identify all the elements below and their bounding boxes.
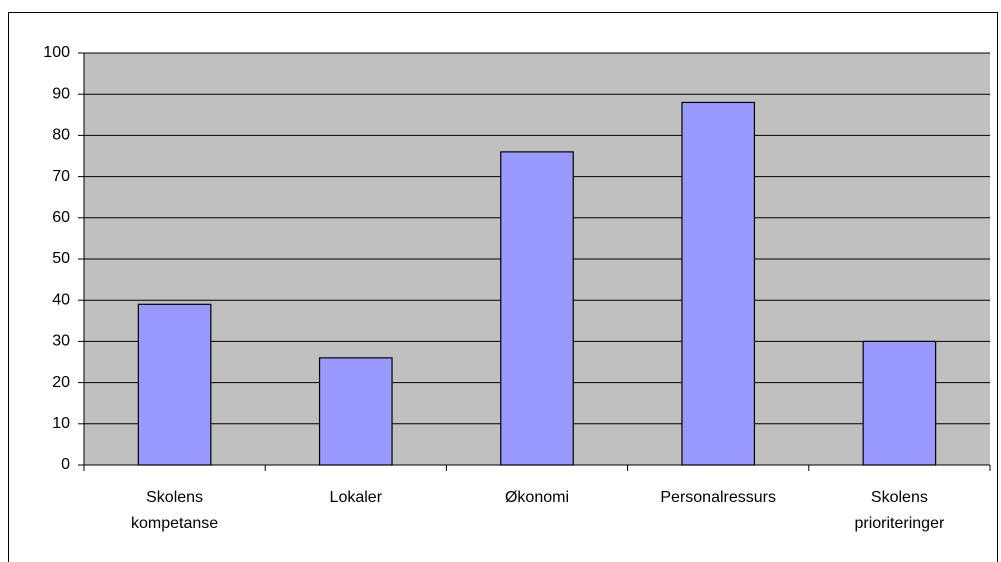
y-tick-label: 100 <box>43 44 70 61</box>
y-tick-label: 70 <box>52 168 70 185</box>
bar <box>862 340 937 466</box>
x-tick-label: Lokaler <box>329 489 383 506</box>
bar <box>500 151 574 466</box>
x-tick-label: Økonomi <box>504 489 570 506</box>
y-tick-label: 0 <box>61 456 70 473</box>
y-tick-label: 10 <box>52 415 70 432</box>
bar <box>137 303 212 466</box>
x-tick-label: Personalressurs <box>660 489 776 506</box>
x-tick-label: Skolens prioriteringer <box>854 489 945 532</box>
y-tick-label: 20 <box>52 374 70 391</box>
bar <box>681 101 756 466</box>
y-tick-label: 80 <box>52 127 70 144</box>
y-tick-label: 30 <box>52 333 70 350</box>
y-tick-label: 60 <box>52 209 70 226</box>
y-tick-label: 40 <box>52 291 70 308</box>
x-tick-label: Skolens kompetanse <box>131 489 219 532</box>
bar <box>318 357 393 466</box>
y-tick-label: 90 <box>52 85 70 102</box>
y-tick-label: 50 <box>52 250 70 267</box>
